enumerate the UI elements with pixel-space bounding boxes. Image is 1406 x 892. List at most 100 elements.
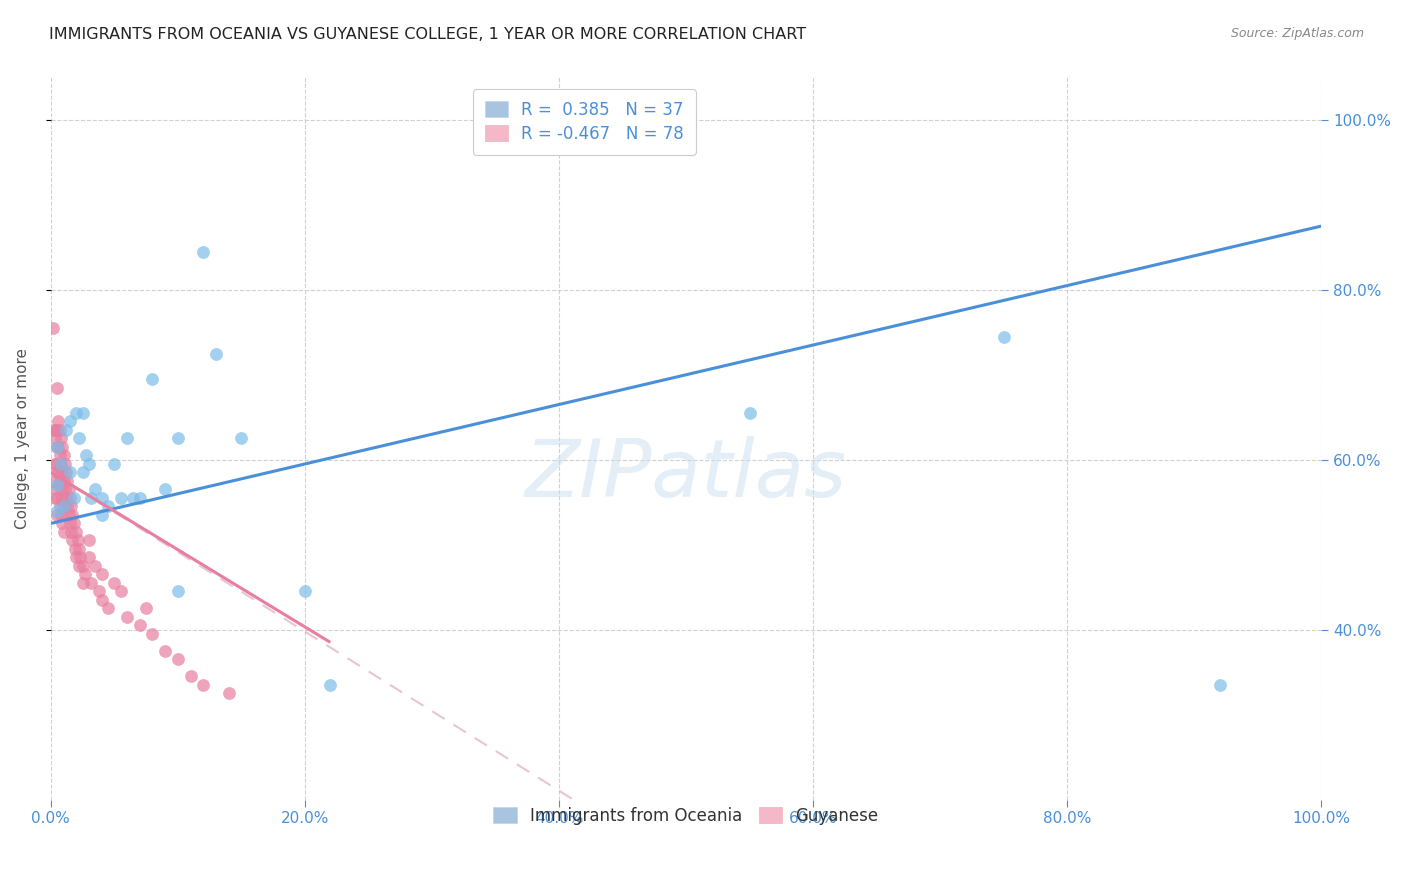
Point [51,466,73,480]
Point [55,423,77,437]
Point [46,440,69,454]
Point [49,483,72,497]
Point [80,575,103,590]
Point [1208,678,1230,692]
Point [52,524,75,539]
Point [193,244,215,259]
Point [110,491,132,505]
Point [58,483,80,497]
Point [115,432,138,446]
Point [115,610,138,624]
Legend: Immigrants from Oceania, Guyanese: Immigrants from Oceania, Guyanese [484,797,889,835]
Point [59,415,82,429]
Point [60,500,83,514]
Point [56,474,79,488]
Point [218,686,240,700]
Point [135,601,157,615]
Point [128,618,150,632]
Point [51,516,73,531]
Point [103,575,125,590]
Point [46,466,69,480]
Point [77,533,100,548]
Point [193,678,215,692]
Point [44,491,66,505]
Point [90,567,112,582]
Point [46,491,69,505]
Text: IMMIGRANTS FROM OCEANIA VS GUYANESE COLLEGE, 1 YEAR OR MORE CORRELATION CHART: IMMIGRANTS FROM OCEANIA VS GUYANESE COLL… [49,27,806,42]
Point [65,524,87,539]
Point [59,491,82,505]
Point [48,474,70,488]
Point [110,584,132,599]
Text: ZIPatlas: ZIPatlas [524,435,846,514]
Point [72,558,94,573]
Point [67,432,90,446]
Point [738,406,761,420]
Point [46,380,69,394]
Point [97,500,120,514]
Point [87,584,110,599]
Point [42,321,65,335]
Point [65,406,87,420]
Point [66,533,89,548]
Point [51,440,73,454]
Point [45,423,67,437]
Point [52,500,75,514]
Point [67,541,90,556]
Point [97,601,120,615]
Point [58,508,80,522]
Point [48,449,70,463]
Point [128,491,150,505]
Point [53,483,76,497]
Point [167,584,190,599]
Point [53,457,76,471]
Point [141,372,163,386]
Point [46,508,69,522]
Point [49,432,72,446]
Point [65,550,87,565]
Point [48,440,70,454]
Point [72,406,94,420]
Point [52,500,75,514]
Point [90,491,112,505]
Point [180,669,202,683]
Point [103,457,125,471]
Point [84,558,107,573]
Point [51,491,73,505]
Point [48,466,70,480]
Point [294,584,316,599]
Point [59,466,82,480]
Point [59,516,82,531]
Point [90,508,112,522]
Point [48,415,70,429]
Point [84,483,107,497]
Point [122,491,145,505]
Point [60,524,83,539]
Point [62,508,84,522]
Point [993,329,1015,343]
Point [49,457,72,471]
Point [46,504,69,518]
Point [319,678,342,692]
Point [75,449,97,463]
Point [167,652,190,666]
Point [80,491,103,505]
Point [46,440,69,454]
Point [45,457,67,471]
Point [231,432,253,446]
Point [42,423,65,437]
Point [55,491,77,505]
Point [52,449,75,463]
Point [63,541,86,556]
Point [44,432,66,446]
Point [62,491,84,505]
Point [56,500,79,514]
Point [46,478,69,492]
Point [153,644,176,658]
Point [48,423,70,437]
Point [45,483,67,497]
Point [52,474,75,488]
Point [67,558,90,573]
Point [62,516,84,531]
Point [55,466,77,480]
